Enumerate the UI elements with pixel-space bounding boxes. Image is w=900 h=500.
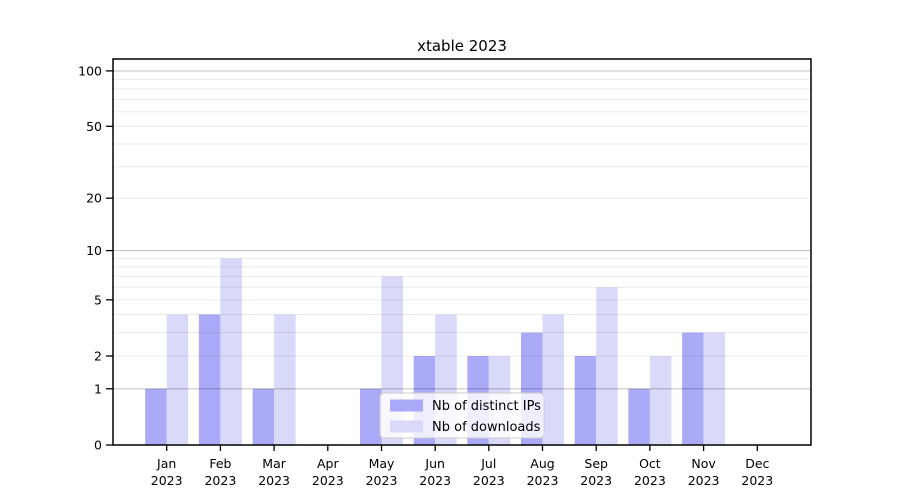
legend-swatch (390, 420, 423, 433)
bar-nb-of-distinct-ips-feb (198, 314, 221, 445)
bar-nb-of-distinct-ips-may (360, 388, 382, 445)
bar-nb-of-distinct-ips-sep (574, 356, 597, 445)
x-tick-label: Jan 2023 (151, 456, 183, 488)
x-axis: Jan 2023 Feb 2023 Mar 2023 Apr 2023 May 2023 Jun 20… (151, 445, 773, 488)
gridlines-layer (113, 70, 811, 390)
x-tick-label: Sep 2023 (580, 456, 612, 488)
y-tick-label: 0 (94, 438, 102, 453)
bar-nb-of-downloads-jan (166, 314, 189, 445)
x-tick-label: Oct 2023 (634, 456, 666, 488)
x-tick-label: May 2023 (366, 456, 398, 488)
legend-swatch (390, 399, 423, 412)
legend-label: Nb of distinct IPs (432, 399, 541, 414)
x-tick-label: Dec 2023 (741, 456, 773, 488)
y-tick-label: 10 (86, 243, 102, 258)
y-tick-label: 1 (94, 381, 102, 396)
x-tick-label: Nov 2023 (688, 456, 720, 488)
x-tick-label: Mar 2023 (258, 456, 290, 488)
legend: Nb of distinct IPs Nb of downloads (379, 392, 545, 439)
bar-nb-of-downloads-oct (649, 356, 672, 445)
bar-nb-of-downloads-mar (274, 314, 296, 445)
x-tick-label: Jul 2023 (473, 456, 505, 488)
y-axis: 0 1 2 5 10 20 50 100 (78, 63, 113, 453)
bar-nb-of-downloads-feb (220, 258, 242, 445)
x-tick-label: Feb 2023 (204, 456, 236, 488)
x-tick-label: Apr 2023 (312, 456, 344, 488)
legend-label: Nb of downloads (432, 420, 541, 435)
bar-nb-of-downloads-sep (596, 287, 618, 445)
bar-nb-of-distinct-ips-mar (252, 388, 275, 445)
plot-border (112, 58, 812, 446)
y-tick-label: 2 (94, 349, 102, 364)
bar-nb-of-downloads-nov (703, 332, 726, 445)
x-tick-label: Aug 2023 (527, 456, 559, 488)
bar-nb-of-distinct-ips-nov (682, 332, 704, 445)
y-tick-label: 5 (94, 292, 102, 307)
x-tick-label: Jun 2023 (419, 456, 451, 488)
chart-title: xtable 2023 (417, 37, 507, 55)
bar-nb-of-distinct-ips-oct (628, 388, 650, 445)
y-tick-label: 100 (78, 63, 102, 78)
y-tick-label: 20 (86, 191, 102, 206)
bar-nb-of-distinct-ips-jan (145, 388, 167, 445)
bar-nb-of-downloads-aug (542, 314, 564, 445)
y-tick-label: 50 (86, 119, 102, 134)
